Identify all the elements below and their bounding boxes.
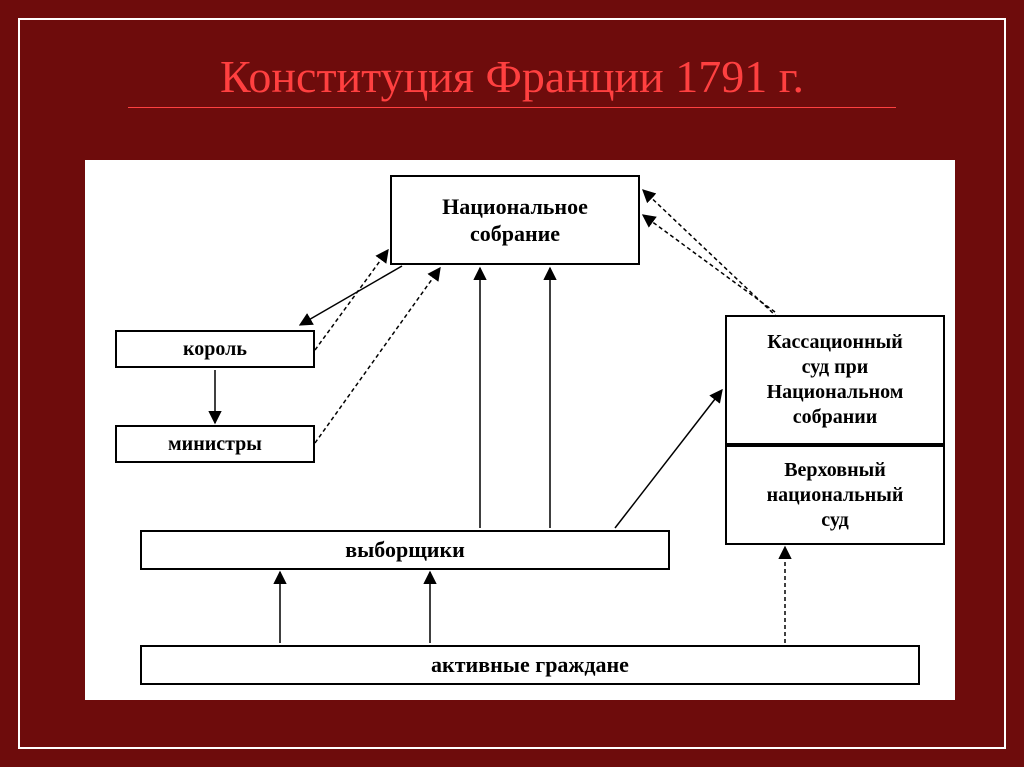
edge-cassation_t-assembly_r bbox=[643, 215, 775, 312]
node-ministers: министры bbox=[115, 425, 315, 463]
diagram: Национальноесобрание король министры Кассац… bbox=[85, 160, 955, 700]
node-king: король bbox=[115, 330, 315, 368]
node-assembly: Национальноесобрание bbox=[390, 175, 640, 265]
edge-electors_t3-cassation_l bbox=[615, 390, 722, 528]
node-supreme: Верховныйнациональныйсуд bbox=[725, 445, 945, 545]
edge-assembly_bl-king_tr bbox=[300, 266, 402, 325]
slide-frame: Конституция Франции 1791 г. Национальное… bbox=[18, 18, 1006, 749]
node-cassation: Кассационныйсуд приНациональномсобрании bbox=[725, 315, 945, 445]
node-electors: выборщики bbox=[140, 530, 670, 570]
title-underline bbox=[128, 107, 896, 108]
node-citizens: активные граждане bbox=[140, 645, 920, 685]
edge-ministers_r-assembly_l bbox=[315, 268, 440, 443]
slide-title: Конституция Франции 1791 г. bbox=[20, 20, 1004, 103]
edge-king_r-assembly_l bbox=[315, 250, 388, 350]
